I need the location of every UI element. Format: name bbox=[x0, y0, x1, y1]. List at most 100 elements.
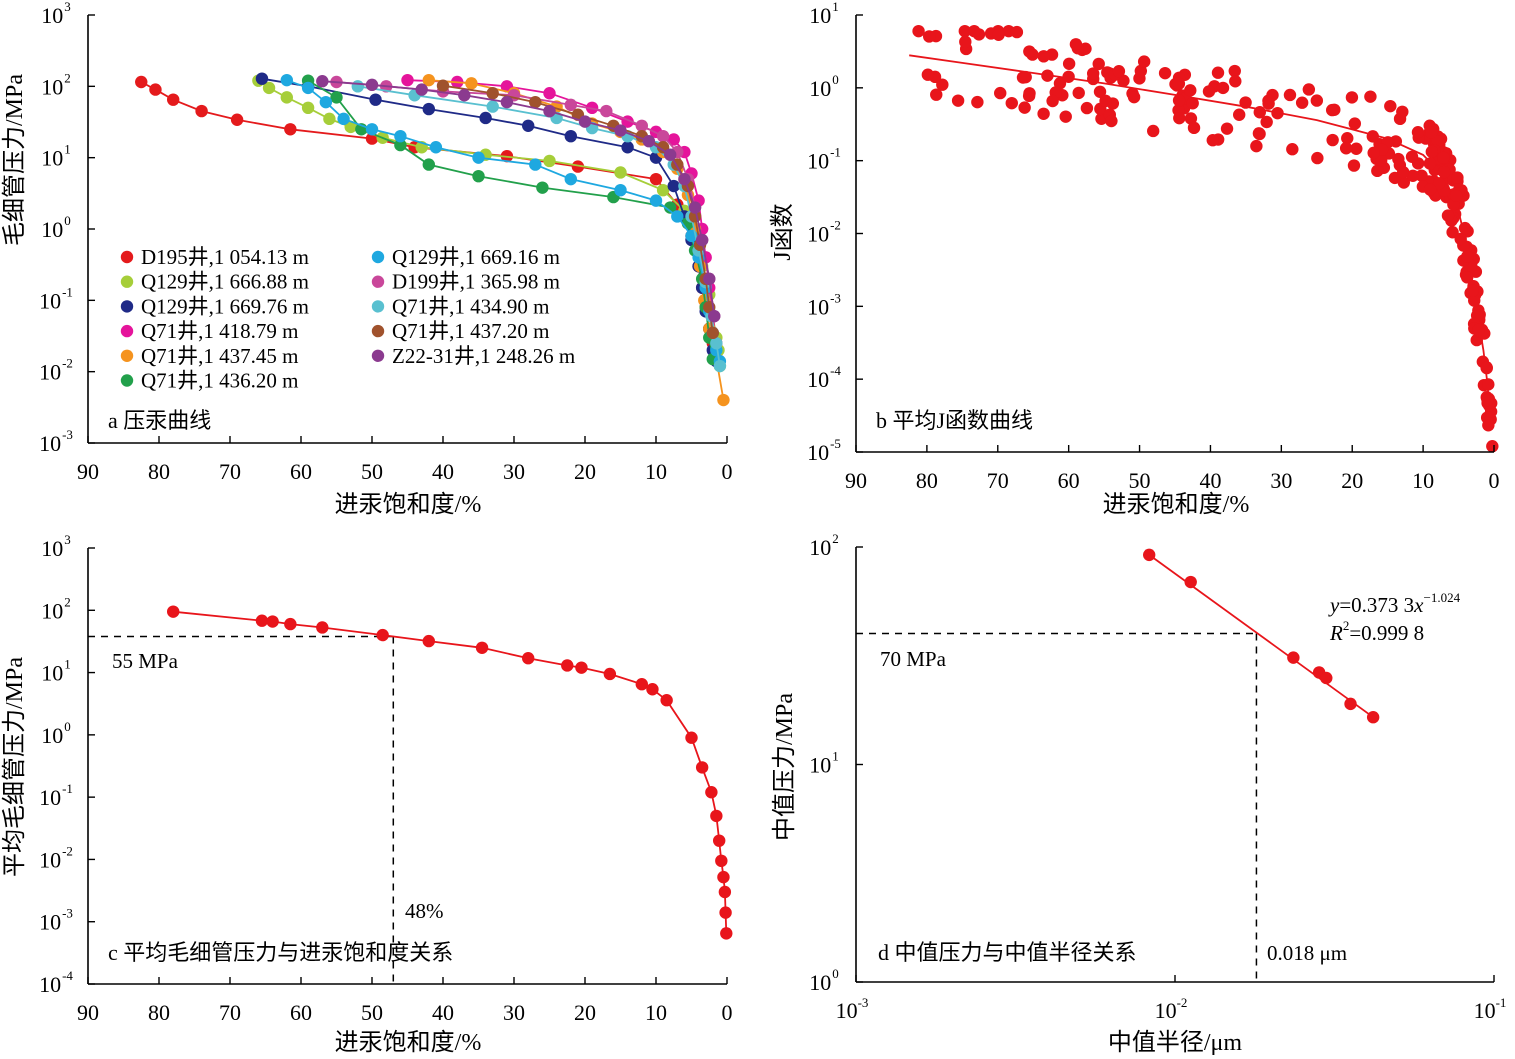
x-tick-label: 40 bbox=[432, 1000, 454, 1025]
data-point bbox=[561, 659, 574, 672]
panel-d-equation-coef: =0.373 3 bbox=[1339, 593, 1414, 617]
data-point bbox=[688, 201, 702, 214]
data-point bbox=[429, 141, 443, 154]
data-point bbox=[1062, 57, 1076, 70]
data-point bbox=[971, 95, 984, 109]
data-point bbox=[571, 160, 585, 173]
data-point bbox=[635, 119, 648, 132]
x-tick-label: 10 bbox=[645, 1000, 667, 1025]
data-point bbox=[167, 93, 180, 106]
data-point bbox=[1216, 81, 1230, 95]
panel-c-series-group bbox=[167, 605, 733, 940]
x-tick-label: 10 bbox=[645, 459, 667, 484]
data-point bbox=[529, 158, 542, 171]
data-point bbox=[951, 94, 965, 107]
x-tick-label: 40 bbox=[432, 459, 454, 484]
data-point bbox=[1232, 108, 1246, 121]
data-point bbox=[1431, 134, 1445, 148]
data-point bbox=[930, 88, 943, 101]
y-tick-label: 102 bbox=[809, 531, 839, 560]
x-tick-label: 80 bbox=[916, 468, 938, 493]
panel-c-annotation-lines bbox=[88, 635, 395, 984]
data-point bbox=[1441, 209, 1455, 222]
x-tick-label: 30 bbox=[503, 1000, 525, 1025]
data-point bbox=[472, 169, 485, 183]
data-point bbox=[1466, 284, 1479, 298]
data-point bbox=[1366, 130, 1379, 143]
panel-d-r2-value: =0.999 8 bbox=[1349, 621, 1424, 645]
data-point bbox=[1344, 697, 1357, 711]
data-point bbox=[1059, 110, 1072, 123]
data-point bbox=[255, 614, 269, 627]
x-tick-label: 20 bbox=[574, 1000, 596, 1025]
y-tick-exponent: -3 bbox=[830, 290, 841, 305]
y-tick-exponent: 1 bbox=[832, 749, 839, 764]
legend-label: Q129井,1 666.88 m bbox=[141, 270, 309, 294]
data-point bbox=[992, 28, 1005, 41]
data-point bbox=[1146, 124, 1160, 138]
panel-a-label: a 压汞曲线 bbox=[108, 408, 211, 433]
data-point bbox=[1406, 169, 1420, 182]
x-tick-label: 20 bbox=[1341, 468, 1363, 493]
data-point bbox=[603, 667, 617, 681]
data-point bbox=[365, 123, 379, 136]
data-point bbox=[1461, 250, 1474, 263]
x-tick-label: 0 bbox=[1489, 468, 1500, 493]
legend-marker bbox=[371, 349, 385, 362]
data-point bbox=[323, 112, 336, 126]
data-point bbox=[1449, 189, 1463, 202]
y-tick-exponent: 0 bbox=[832, 72, 839, 87]
x-tick-label: 0 bbox=[722, 459, 733, 484]
legend-label: Q129井,1 669.76 m bbox=[141, 294, 309, 318]
data-point bbox=[710, 809, 723, 823]
x-tick-label: 40 bbox=[1199, 468, 1221, 493]
x-tick-label: 0 bbox=[722, 1000, 733, 1025]
data-point bbox=[1347, 159, 1361, 172]
series-line bbox=[173, 610, 728, 934]
legend-marker bbox=[371, 324, 385, 338]
x-tick-label: 50 bbox=[361, 1000, 383, 1025]
panel-c-xlabel: 进汞饱和度/% bbox=[335, 1029, 482, 1056]
data-point bbox=[578, 115, 592, 128]
data-point bbox=[664, 201, 677, 214]
y-tick-exponent: -1 bbox=[62, 781, 73, 796]
legend-marker bbox=[120, 300, 134, 313]
y-tick-exponent: -2 bbox=[62, 356, 73, 371]
y-tick-label: 10-3 bbox=[807, 290, 841, 319]
legend-label: Q71井,1 434.90 m bbox=[392, 294, 550, 318]
data-point bbox=[912, 24, 925, 38]
data-point bbox=[475, 641, 489, 654]
data-point bbox=[1396, 165, 1410, 179]
y-tick-label: 101 bbox=[41, 657, 71, 686]
data-point bbox=[646, 683, 659, 696]
data-point bbox=[614, 166, 627, 179]
data-point bbox=[1158, 66, 1172, 80]
y-tick-label: 10-1 bbox=[39, 284, 73, 313]
data-point bbox=[1367, 146, 1380, 160]
data-point bbox=[1022, 89, 1036, 103]
data-point bbox=[486, 100, 499, 113]
data-point bbox=[479, 111, 492, 125]
x-tick-exponent: -2 bbox=[1177, 995, 1188, 1010]
y-tick-label: 100 bbox=[41, 719, 71, 748]
panel-d-equation-exponent: −1.024 bbox=[1424, 590, 1461, 605]
data-point bbox=[1482, 378, 1495, 391]
x-tick-label: 30 bbox=[1270, 468, 1292, 493]
panel-c-average-capillary-pressure: 90 80 70 60 50 40 30 20 10 010-410-310-210-110010… bbox=[1, 532, 733, 1056]
data-point bbox=[1041, 69, 1054, 82]
data-point bbox=[522, 652, 535, 665]
data-point bbox=[1037, 50, 1050, 63]
data-point bbox=[564, 129, 577, 143]
panel-d-annotation-lines bbox=[856, 632, 1258, 982]
data-point bbox=[436, 79, 450, 92]
legend-item: Q129井,1 666.88 m bbox=[120, 270, 309, 294]
data-point bbox=[422, 102, 435, 116]
data-point bbox=[1437, 165, 1451, 179]
data-point bbox=[522, 119, 535, 132]
y-tick-label: 101 bbox=[41, 142, 71, 171]
x-tick-label: 80 bbox=[148, 459, 170, 484]
data-point bbox=[706, 326, 719, 340]
data-point bbox=[1010, 25, 1024, 39]
